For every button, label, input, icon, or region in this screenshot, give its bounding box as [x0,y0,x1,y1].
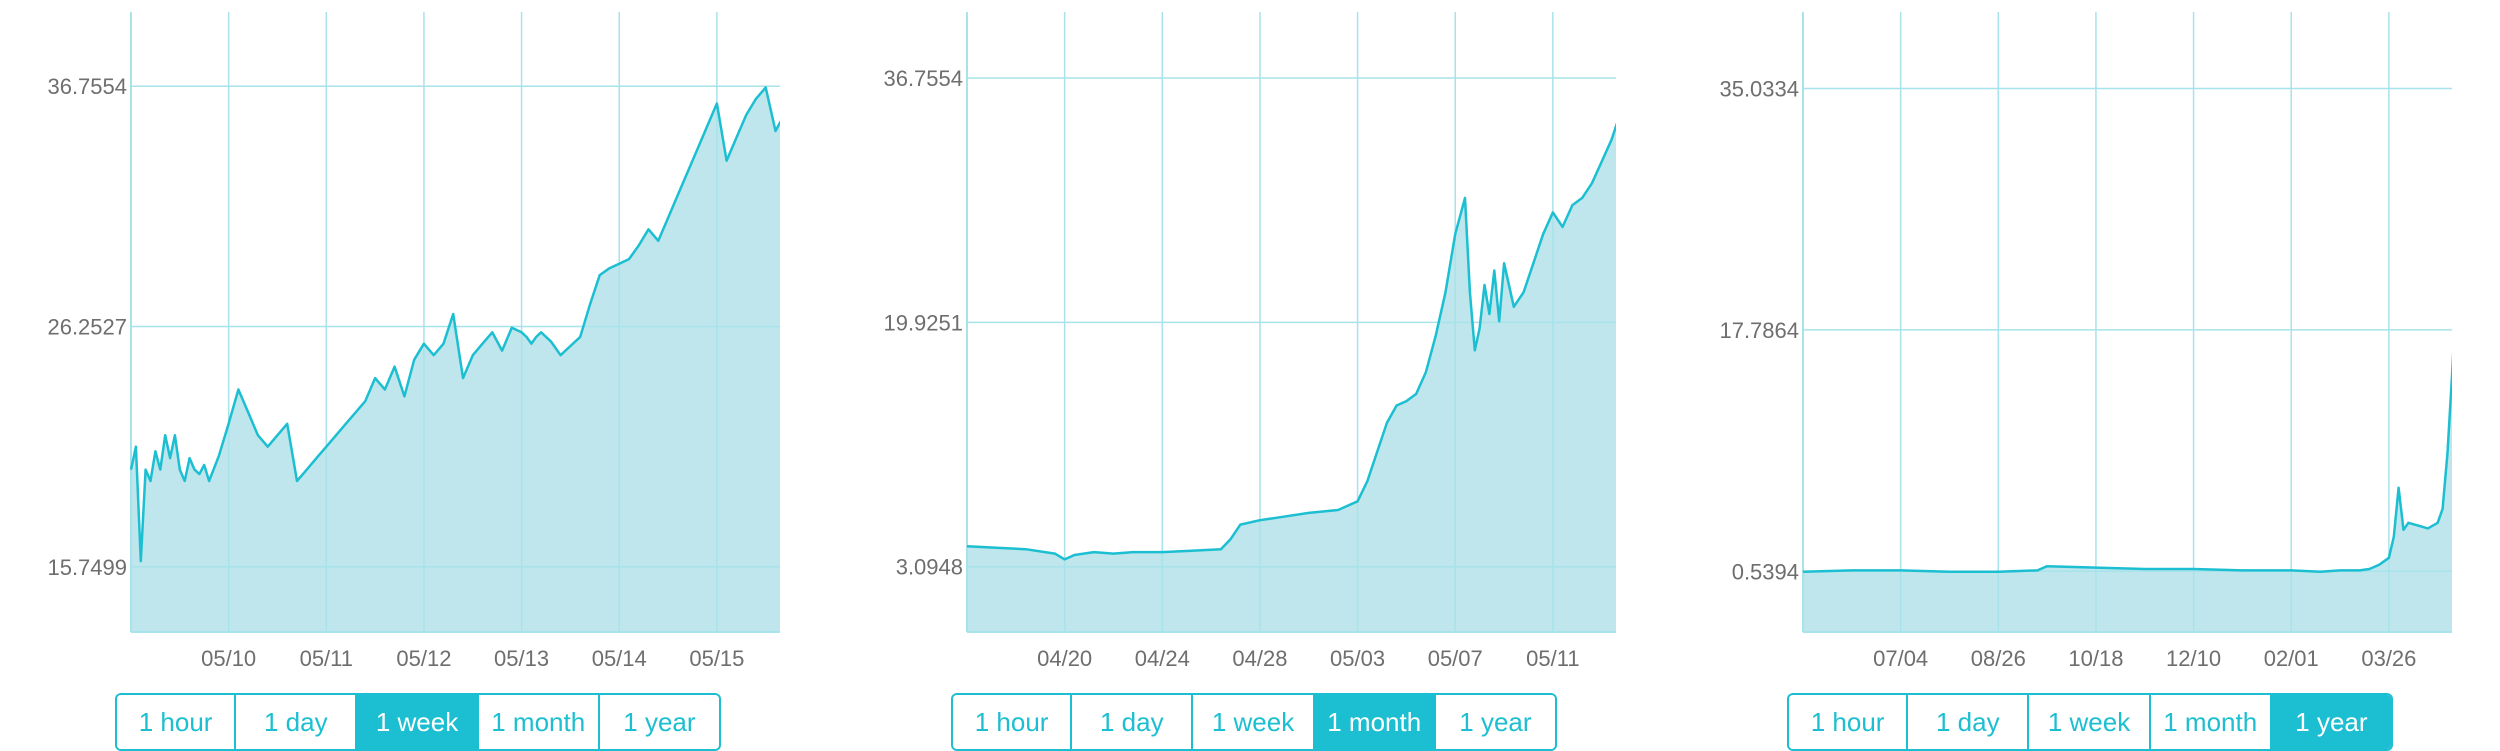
x-tick-label: 07/04 [1873,646,1928,671]
series-line [966,122,1616,561]
series-area [131,87,780,632]
x-tick-label: 05/11 [300,646,353,671]
range-button-1-week[interactable]: 1 week [1193,695,1315,749]
series-line [1802,351,2452,574]
x-tick-label: 04/24 [1135,646,1190,671]
range-button-1-day[interactable]: 1 day [236,695,358,749]
range-button-1-hour[interactable]: 1 hour [1789,695,1909,749]
x-tick-label: 05/10 [201,646,256,671]
x-tick-label: 05/13 [494,646,549,671]
x-tick-label: 03/26 [2361,646,2416,671]
chart-panel-year: 07/04 08/26 10/18 12/10 02/01 03/26 0.5394 17.7… [1672,0,2452,751]
range-button-1-day[interactable]: 1 day [1908,695,2030,749]
y-tick-label: 19.9251 [883,310,963,335]
range-button-1-year[interactable]: 1 year [1435,695,1555,749]
range-button-1-hour[interactable]: 1 hour [117,695,237,749]
y-tick-label: 35.0334 [1719,77,1799,102]
x-tick-label: 12/10 [2166,646,2221,671]
range-button-group: 1 hour 1 day 1 week 1 month 1 year [951,693,1557,751]
y-tick-label: 0.5394 [1732,559,1799,584]
chart-panel-week: 05/10 05/11 05/12 05/13 05/14 05/15 15.7499 26.… [0,0,780,751]
range-button-group: 1 hour 1 day 1 week 1 month 1 year [115,693,721,751]
series-line [129,86,780,563]
x-tick-label: 05/12 [396,646,451,671]
x-tick-label: 05/15 [689,646,744,671]
x-tick-label: 05/14 [592,646,647,671]
series-area [967,126,1616,632]
x-tick-label: 10/18 [2068,646,2123,671]
range-button-1-month[interactable]: 1 month [478,695,600,749]
y-tick-label: 17.7864 [1719,318,1799,343]
range-button-1-year[interactable]: 1 year [599,695,719,749]
y-tick-label: 15.7499 [47,555,127,580]
range-button-1-month[interactable]: 1 month [2150,695,2272,749]
y-tick-label: 3.0948 [896,555,963,580]
x-tick-label: 05/11 [1526,646,1579,671]
series-area [1803,375,2452,632]
x-tick-label: 04/20 [1037,646,1092,671]
chart-week: 05/10 05/11 05/12 05/13 05/14 05/15 15.7499 26.… [47,12,780,671]
x-tick-label: 02/01 [2264,646,2319,671]
chart-year: 07/04 08/26 10/18 12/10 02/01 03/26 0.5394 17.7… [1719,12,2452,671]
range-button-1-month[interactable]: 1 month [1314,695,1436,749]
range-button-group: 1 hour 1 day 1 week 1 month 1 year [1787,693,2393,751]
x-tick-label: 08/26 [1971,646,2026,671]
x-tick-label: 04/28 [1232,646,1287,671]
range-button-1-week[interactable]: 1 week [2029,695,2151,749]
y-tick-label: 26.2527 [47,315,127,340]
chart-month: 04/20 04/24 04/28 05/03 05/07 05/11 3.0948 19.9… [883,12,1616,671]
x-tick-label: 05/03 [1330,646,1385,671]
range-button-1-week[interactable]: 1 week [357,695,479,749]
y-tick-label: 36.7554 [883,66,963,91]
range-button-1-hour[interactable]: 1 hour [953,695,1073,749]
range-button-1-year[interactable]: 1 year [2271,695,2391,749]
y-tick-label: 36.7554 [47,74,127,99]
x-tick-label: 05/07 [1428,646,1483,671]
range-button-1-day[interactable]: 1 day [1072,695,1194,749]
chart-panel-month: 04/20 04/24 04/28 05/03 05/07 05/11 3.0948 19.9… [836,0,1616,751]
